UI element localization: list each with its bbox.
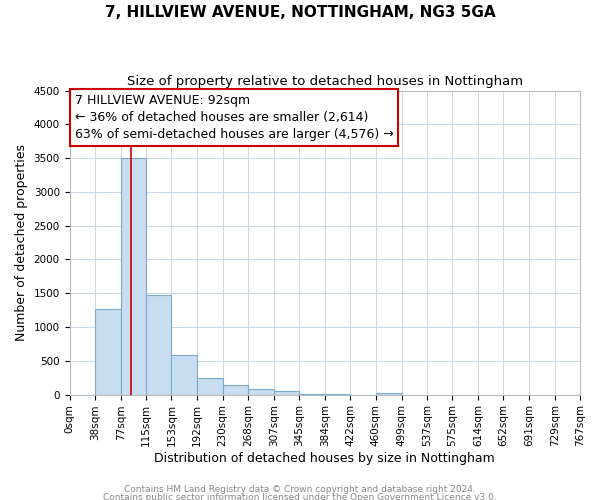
Bar (376, 392, 401, 394)
Bar (146, 296, 172, 394)
Bar (248, 389, 274, 394)
Bar (121, 158, 146, 394)
Title: Size of property relative to detached houses in Nottingham: Size of property relative to detached ho… (127, 75, 523, 88)
Bar (223, 386, 248, 394)
Bar (197, 378, 223, 394)
Text: 7 HILLVIEW AVENUE: 92sqm
← 36% of detached houses are smaller (2,614)
63% of sem: 7 HILLVIEW AVENUE: 92sqm ← 36% of detach… (74, 94, 394, 140)
Y-axis label: Number of detached properties: Number of detached properties (15, 144, 28, 341)
Bar (274, 391, 299, 394)
X-axis label: Distribution of detached houses by size in Nottingham: Distribution of detached houses by size … (154, 452, 495, 465)
Bar (95, 309, 121, 394)
Bar (172, 356, 197, 395)
Text: Contains public sector information licensed under the Open Government Licence v3: Contains public sector information licen… (103, 492, 497, 500)
Text: 7, HILLVIEW AVENUE, NOTTINGHAM, NG3 5GA: 7, HILLVIEW AVENUE, NOTTINGHAM, NG3 5GA (104, 5, 496, 20)
Text: Contains HM Land Registry data © Crown copyright and database right 2024.: Contains HM Land Registry data © Crown c… (124, 485, 476, 494)
